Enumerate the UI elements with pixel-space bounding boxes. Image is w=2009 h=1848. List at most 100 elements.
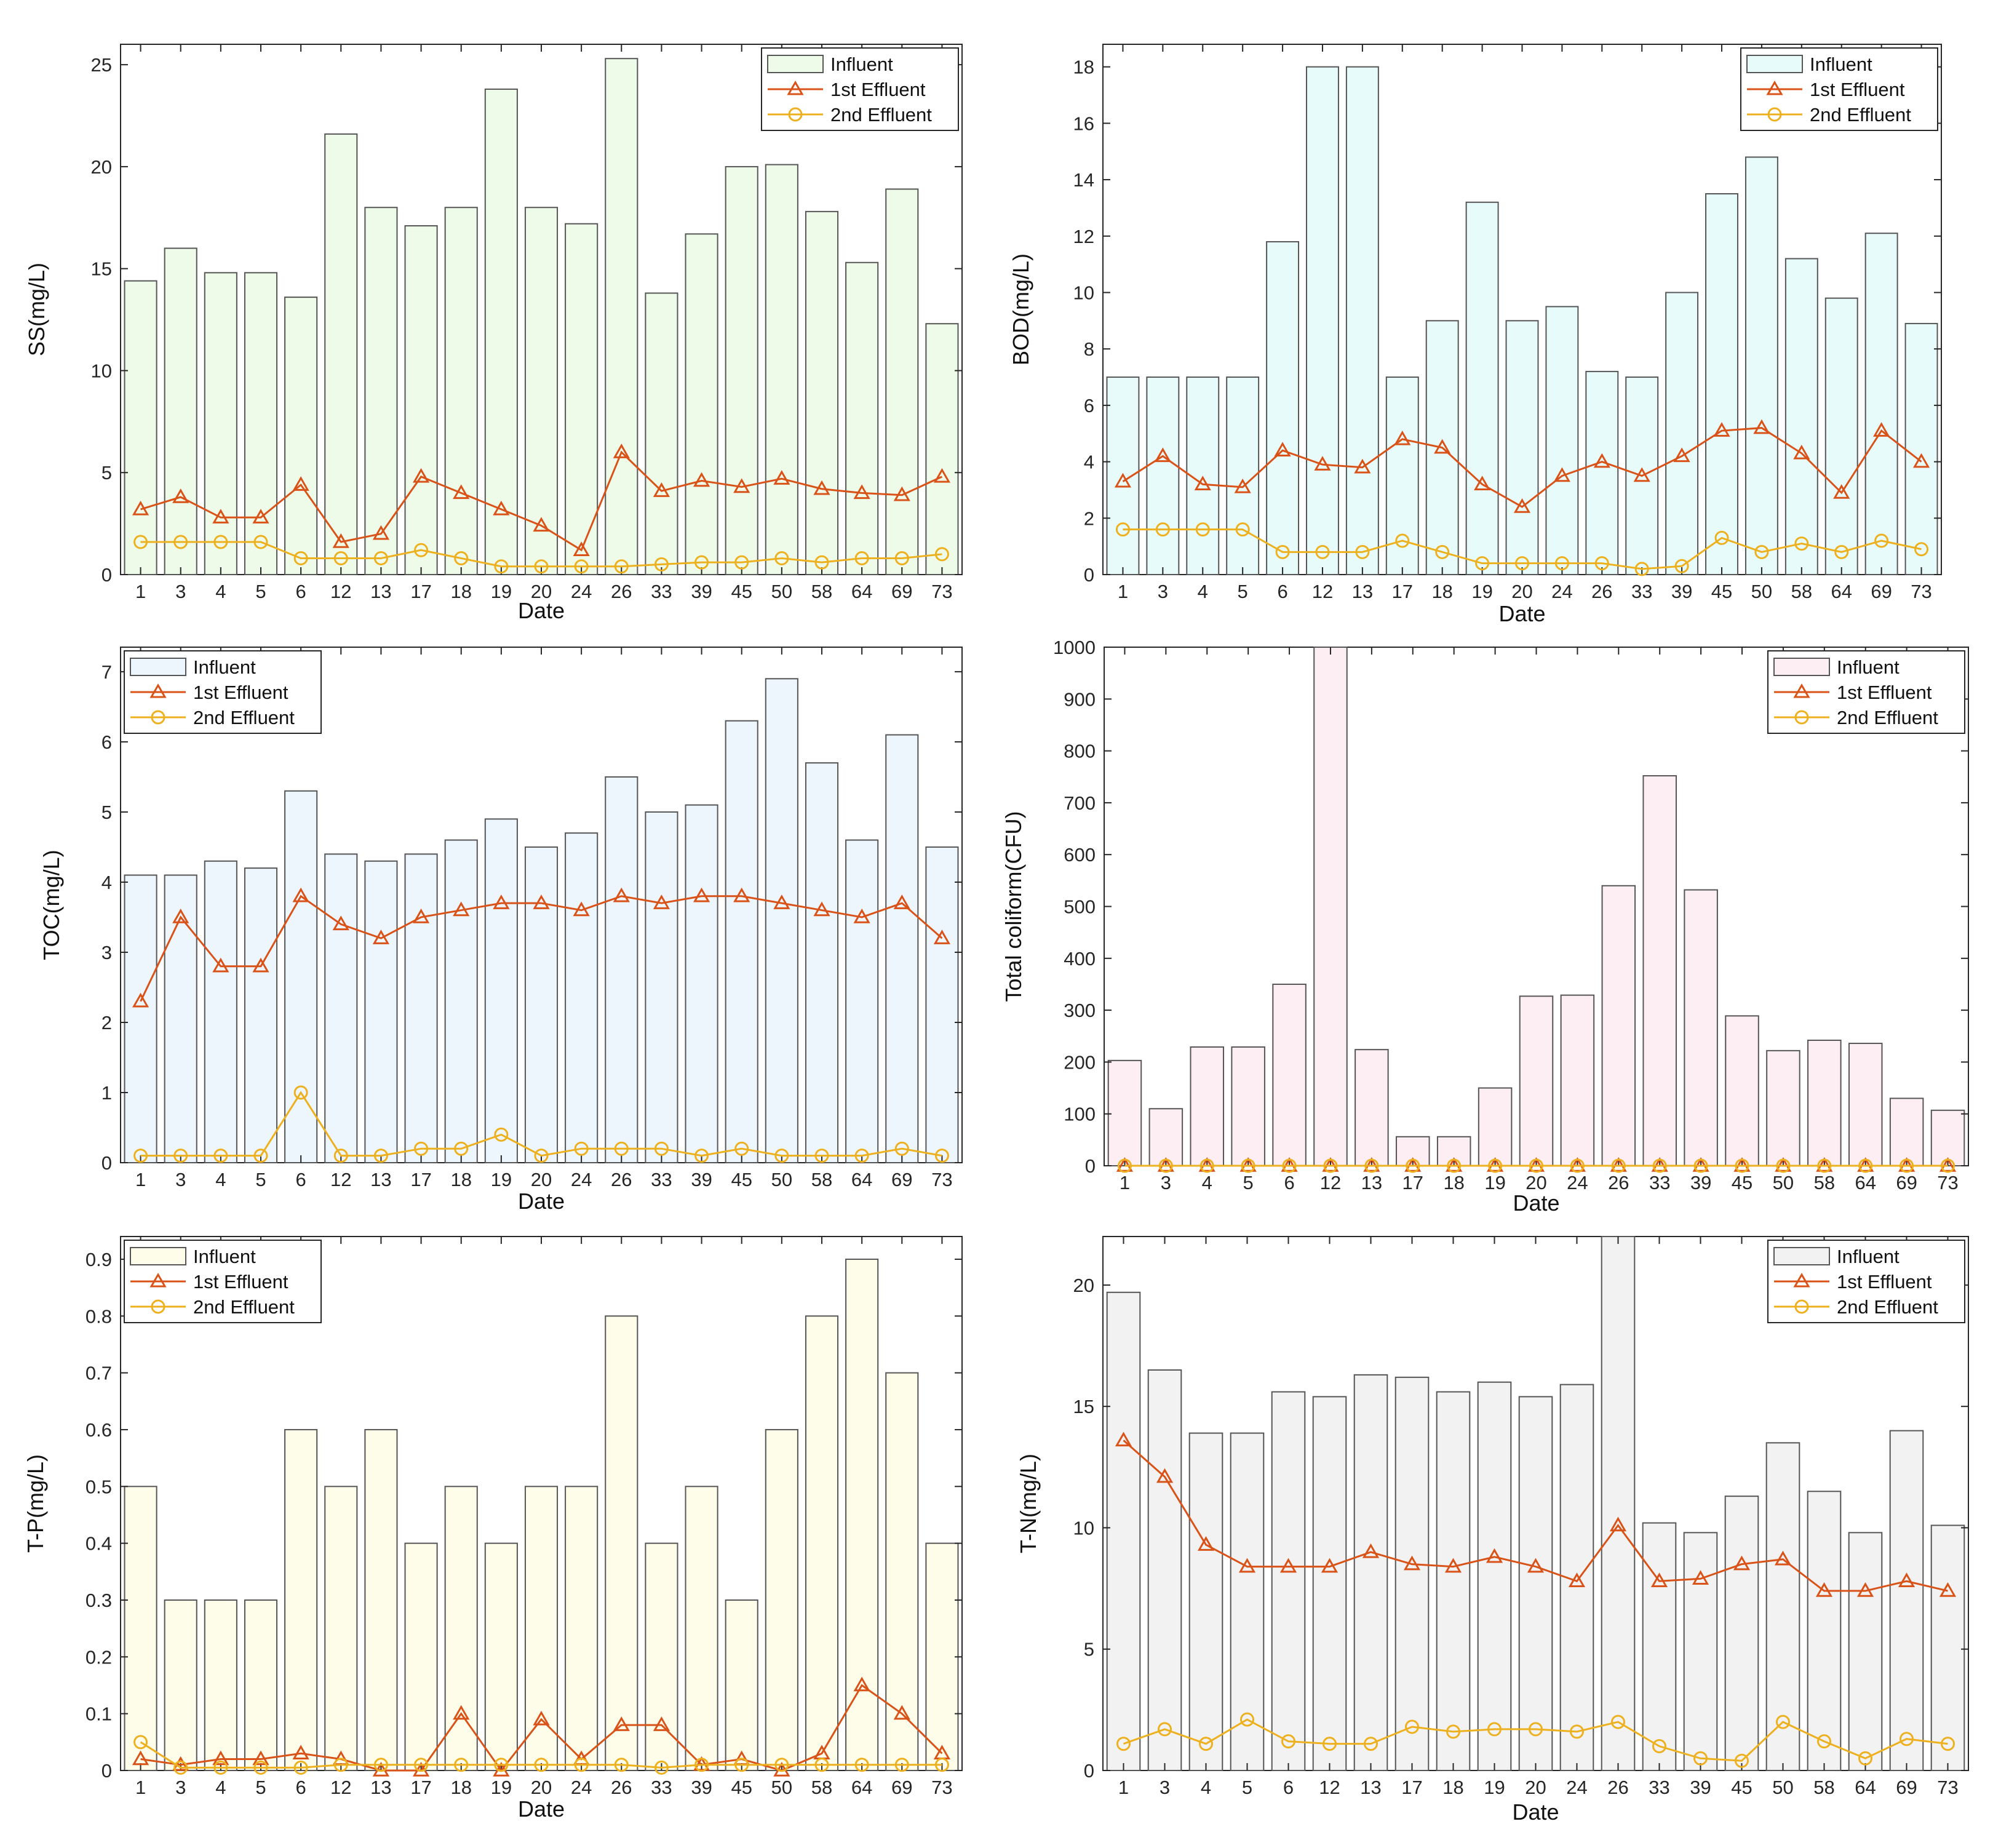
bar-influent bbox=[1519, 995, 1554, 1166]
x-tick-label: 1 bbox=[135, 581, 146, 602]
marker-1st-effluent bbox=[1434, 439, 1451, 454]
bar-influent bbox=[324, 1486, 358, 1771]
x-tick-label: 12 bbox=[330, 1777, 351, 1798]
y-tick-label: 400 bbox=[1064, 948, 1096, 970]
marker-1st-effluent bbox=[653, 894, 670, 909]
legend-marker-1st-effluent bbox=[1793, 1273, 1810, 1288]
bar-influent bbox=[1271, 1391, 1306, 1771]
line-1st-effluent bbox=[1122, 427, 1922, 508]
legend-marker-2nd-effluent bbox=[151, 710, 165, 725]
marker-2nd-effluent bbox=[1155, 522, 1170, 537]
y-tick-label: 0 bbox=[101, 1760, 112, 1782]
x-tick-label: 17 bbox=[1401, 1777, 1422, 1798]
x-axis-label: Date bbox=[1498, 601, 1545, 626]
x-tick-label: 18 bbox=[1443, 1172, 1464, 1193]
bar-influent bbox=[484, 88, 518, 575]
marker-1st-effluent bbox=[1354, 458, 1371, 474]
marker-1st-effluent bbox=[1898, 1572, 1916, 1588]
marker-2nd-effluent bbox=[1115, 522, 1130, 537]
x-tick-label: 26 bbox=[1591, 581, 1612, 602]
bar-influent bbox=[805, 1315, 839, 1771]
marker-2nd-effluent bbox=[1446, 1724, 1460, 1739]
bar-influent bbox=[1560, 994, 1595, 1166]
marker-2nd-effluent bbox=[454, 551, 469, 565]
x-tick-label: 73 bbox=[931, 1777, 952, 1798]
y-tick-label: 0 bbox=[101, 564, 112, 586]
legend-label-1st-effluent: 1st Effluent bbox=[830, 79, 926, 100]
marker-1st-effluent bbox=[493, 500, 510, 516]
x-tick-label: 6 bbox=[1284, 1172, 1294, 1193]
x-tick-label: 19 bbox=[491, 581, 512, 602]
bar-influent bbox=[1385, 376, 1419, 575]
marker-1st-effluent bbox=[172, 488, 189, 503]
marker-2nd-effluent bbox=[293, 551, 308, 565]
legend-label-influent: Influent bbox=[1810, 54, 1872, 75]
marker-2nd-effluent bbox=[1941, 1158, 1955, 1173]
marker-2nd-effluent bbox=[414, 1141, 429, 1156]
bar-influent bbox=[524, 207, 559, 575]
marker-1st-effluent bbox=[613, 1716, 630, 1731]
marker-1st-effluent bbox=[1527, 1558, 1545, 1573]
marker-2nd-effluent bbox=[1858, 1751, 1872, 1766]
marker-2nd-effluent bbox=[1475, 556, 1490, 571]
x-tick-label: 3 bbox=[175, 1169, 186, 1190]
marker-2nd-effluent bbox=[1529, 1158, 1543, 1173]
y-tick-label: 1 bbox=[101, 1082, 112, 1104]
x-tick-label: 5 bbox=[255, 1169, 266, 1190]
bar-influent bbox=[805, 762, 839, 1163]
marker-1st-effluent bbox=[493, 894, 510, 909]
legend-marker-2nd-effluent bbox=[1767, 107, 1782, 122]
marker-2nd-effluent bbox=[1834, 544, 1849, 559]
marker-2nd-effluent bbox=[734, 1758, 749, 1772]
bar-influent bbox=[885, 734, 919, 1163]
marker-1st-effluent bbox=[853, 1676, 870, 1692]
bar-influent bbox=[1807, 1039, 1842, 1167]
y-tick-label: 2 bbox=[1084, 508, 1094, 529]
marker-2nd-effluent bbox=[654, 557, 669, 572]
marker-2nd-effluent bbox=[1487, 1722, 1502, 1737]
marker-2nd-effluent bbox=[894, 1141, 909, 1156]
y-tick-label: 6 bbox=[1084, 395, 1094, 416]
bar-influent bbox=[1889, 1430, 1924, 1772]
marker-2nd-effluent bbox=[1515, 556, 1529, 571]
marker-2nd-effluent bbox=[774, 1758, 789, 1772]
marker-1st-effluent bbox=[1856, 1582, 1874, 1597]
marker-2nd-effluent bbox=[454, 1758, 469, 1772]
bar-influent bbox=[284, 1428, 318, 1772]
y-tick-label: 0.4 bbox=[86, 1533, 112, 1555]
marker-2nd-effluent bbox=[1735, 1753, 1749, 1768]
legend-label-2nd-effluent: 2nd Effluent bbox=[830, 104, 932, 125]
bar-influent bbox=[1585, 370, 1619, 575]
marker-2nd-effluent bbox=[1794, 536, 1809, 551]
legend-swatch-influent bbox=[1746, 55, 1803, 73]
x-tick-label: 64 bbox=[1855, 1777, 1876, 1798]
marker-1st-effluent bbox=[1156, 1468, 1174, 1483]
x-tick-label: 3 bbox=[175, 1777, 186, 1798]
marker-1st-effluent bbox=[292, 1745, 309, 1760]
y-tick-label: 14 bbox=[1073, 169, 1094, 191]
marker-2nd-effluent bbox=[454, 1141, 469, 1156]
bar-influent bbox=[484, 818, 518, 1164]
x-tick-label: 45 bbox=[1711, 581, 1732, 602]
marker-2nd-effluent bbox=[1240, 1712, 1254, 1727]
marker-2nd-effluent bbox=[133, 535, 148, 549]
marker-2nd-effluent bbox=[373, 551, 388, 565]
legend-label-influent: Influent bbox=[193, 1246, 256, 1267]
legend-label-influent: Influent bbox=[1837, 1246, 1900, 1267]
x-tick-label: 1 bbox=[1118, 1777, 1129, 1798]
marker-2nd-effluent bbox=[213, 535, 228, 549]
legend: Influent 1st Effluent 2nd Effluent bbox=[1767, 650, 1965, 734]
marker-2nd-effluent bbox=[1611, 1158, 1626, 1173]
marker-1st-effluent bbox=[1815, 1582, 1833, 1597]
y-tick-label: 0.6 bbox=[86, 1419, 112, 1441]
marker-1st-effluent bbox=[1238, 1558, 1256, 1573]
marker-1st-effluent bbox=[613, 444, 630, 458]
x-tick-label: 4 bbox=[1198, 581, 1208, 602]
legend: Influent 1st Effluent 2nd Effluent bbox=[1767, 1240, 1965, 1323]
bar-influent bbox=[845, 261, 879, 575]
marker-2nd-effluent bbox=[253, 535, 268, 549]
marker-1st-effluent bbox=[453, 484, 470, 500]
marker-2nd-effluent bbox=[1674, 559, 1689, 573]
bar-influent bbox=[204, 272, 237, 575]
